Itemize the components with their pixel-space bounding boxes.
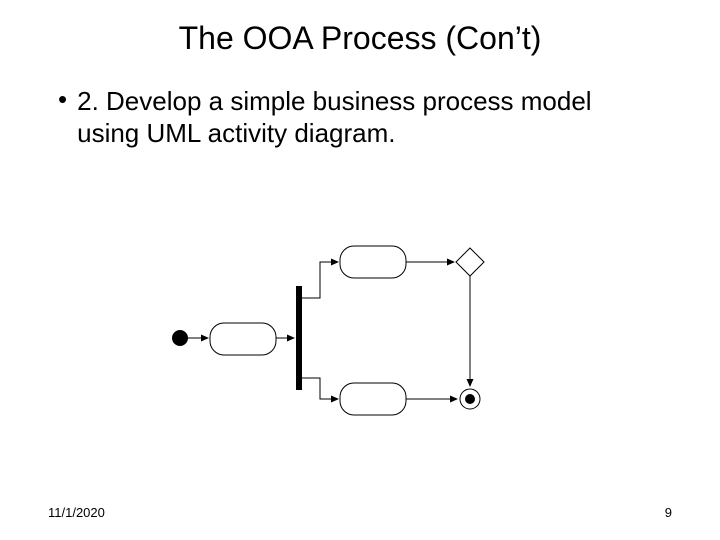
activity-node xyxy=(210,323,276,355)
edge xyxy=(302,262,338,298)
footer-page-number: 9 xyxy=(665,505,672,520)
slide-title: The OOA Process (Con’t) xyxy=(0,0,720,57)
activity-node xyxy=(340,246,406,278)
edge xyxy=(302,378,338,399)
start-node-icon xyxy=(172,330,188,346)
activity-node xyxy=(340,383,406,415)
footer-date: 11/1/2020 xyxy=(48,505,105,520)
uml-activity-diagram xyxy=(150,238,570,438)
end-node-inner-icon xyxy=(465,394,475,404)
bullet-item: • 2. Develop a simple business process m… xyxy=(0,85,720,149)
fork-bar-icon xyxy=(296,286,302,390)
bullet-marker: • xyxy=(58,85,67,113)
decision-node-icon xyxy=(456,248,484,276)
bullet-text: 2. Develop a simple business process mod… xyxy=(77,85,660,149)
